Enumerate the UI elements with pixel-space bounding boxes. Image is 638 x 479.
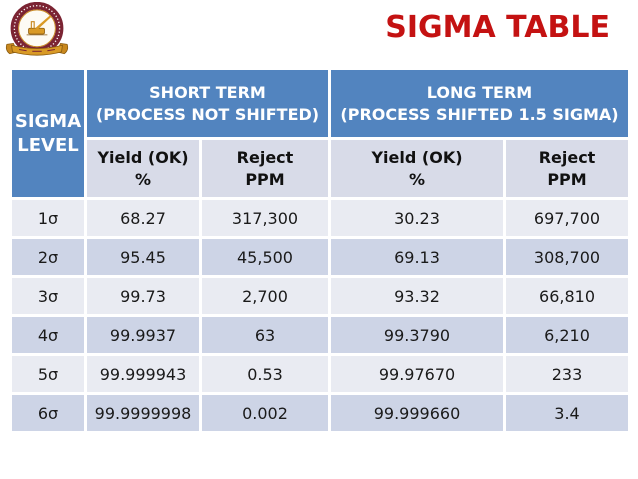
group-header-short-term: SHORT TERM (PROCESS NOT SHIFTED) <box>87 70 328 137</box>
lt-yield-cell: 99.97670 <box>331 356 503 392</box>
st-yield-cell: 99.999943 <box>87 356 199 392</box>
lt-reject-cell: 66,810 <box>506 278 629 314</box>
lt-reject-cell: 308,700 <box>506 239 629 275</box>
table-group-header-row: SIGMA LEVEL SHORT TERM (PROCESS NOT SHIF… <box>12 70 629 197</box>
lt-yield-cell: 69.13 <box>331 239 503 275</box>
lt-reject-cell: 697,700 <box>506 200 629 236</box>
st-reject-cell: 317,300 <box>202 200 328 236</box>
st-reject-cell: 2,700 <box>202 278 328 314</box>
column-header-lt-yield: Yield (OK) % <box>331 140 503 197</box>
sigma-level-cell: 1σ <box>12 200 84 236</box>
lt-reject-cell: 3.4 <box>506 395 629 431</box>
lt-yield-cell: 30.23 <box>331 200 503 236</box>
column-header-st-reject: Reject PPM <box>202 140 328 197</box>
sigma-table: SIGMA LEVEL SHORT TERM (PROCESS NOT SHIF… <box>9 67 631 434</box>
lt-yield-cell: 99.999660 <box>331 395 503 431</box>
st-reject-cell: 63 <box>202 317 328 353</box>
column-header-line: Yield (OK) <box>371 147 463 167</box>
column-header-lt-reject: Reject PPM <box>506 140 629 197</box>
table-row: 1σ 68.27 317,300 30.23 697,700 <box>12 200 629 236</box>
st-yield-cell: 95.45 <box>87 239 199 275</box>
sigma-level-cell: 4σ <box>12 317 84 353</box>
group-subtitle: (PROCESS NOT SHIFTED) <box>95 104 320 124</box>
column-header-line: PPM <box>547 169 587 189</box>
table-row: 5σ 99.999943 0.53 99.97670 233 <box>12 356 629 392</box>
st-yield-cell: 99.9999998 <box>87 395 199 431</box>
page-title: SIGMA TABLE <box>385 10 610 45</box>
corner-header-sigma-level: SIGMA LEVEL <box>12 70 84 197</box>
table-subheader-row: Yield (OK) % Reject PPM Yield (OK) % Rej… <box>12 140 629 197</box>
group-title: LONG TERM <box>426 82 533 102</box>
lt-reject-cell: 233 <box>506 356 629 392</box>
st-reject-cell: 0.53 <box>202 356 328 392</box>
institute-logo-icon <box>5 2 69 56</box>
sigma-level-cell: 2σ <box>12 239 84 275</box>
sigma-level-cell: 3σ <box>12 278 84 314</box>
column-header-line: Yield (OK) <box>97 147 189 167</box>
column-header-st-yield: Yield (OK) % <box>87 140 199 197</box>
column-header-line: Reject <box>236 147 294 167</box>
lt-reject-cell: 6,210 <box>506 317 629 353</box>
group-header-long-term: LONG TERM (PROCESS SHIFTED 1.5 SIGMA) <box>331 70 629 137</box>
sigma-level-cell: 6σ <box>12 395 84 431</box>
group-title: SHORT TERM <box>149 82 266 102</box>
group-subtitle: (PROCESS SHIFTED 1.5 SIGMA) <box>340 104 619 124</box>
lt-yield-cell: 99.3790 <box>331 317 503 353</box>
table-row: 6σ 99.9999998 0.002 99.999660 3.4 <box>12 395 629 431</box>
column-header-line: % <box>408 169 426 189</box>
table-row: 2σ 95.45 45,500 69.13 308,700 <box>12 239 629 275</box>
st-reject-cell: 0.002 <box>202 395 328 431</box>
column-header-line: Reject <box>538 147 596 167</box>
table-row: 4σ 99.9937 63 99.3790 6,210 <box>12 317 629 353</box>
column-header-line: % <box>134 169 152 189</box>
column-header-line: PPM <box>245 169 285 189</box>
lt-yield-cell: 93.32 <box>331 278 503 314</box>
st-yield-cell: 99.73 <box>87 278 199 314</box>
st-reject-cell: 45,500 <box>202 239 328 275</box>
st-yield-cell: 99.9937 <box>87 317 199 353</box>
st-yield-cell: 68.27 <box>87 200 199 236</box>
sigma-level-cell: 5σ <box>12 356 84 392</box>
table-row: 3σ 99.73 2,700 93.32 66,810 <box>12 278 629 314</box>
